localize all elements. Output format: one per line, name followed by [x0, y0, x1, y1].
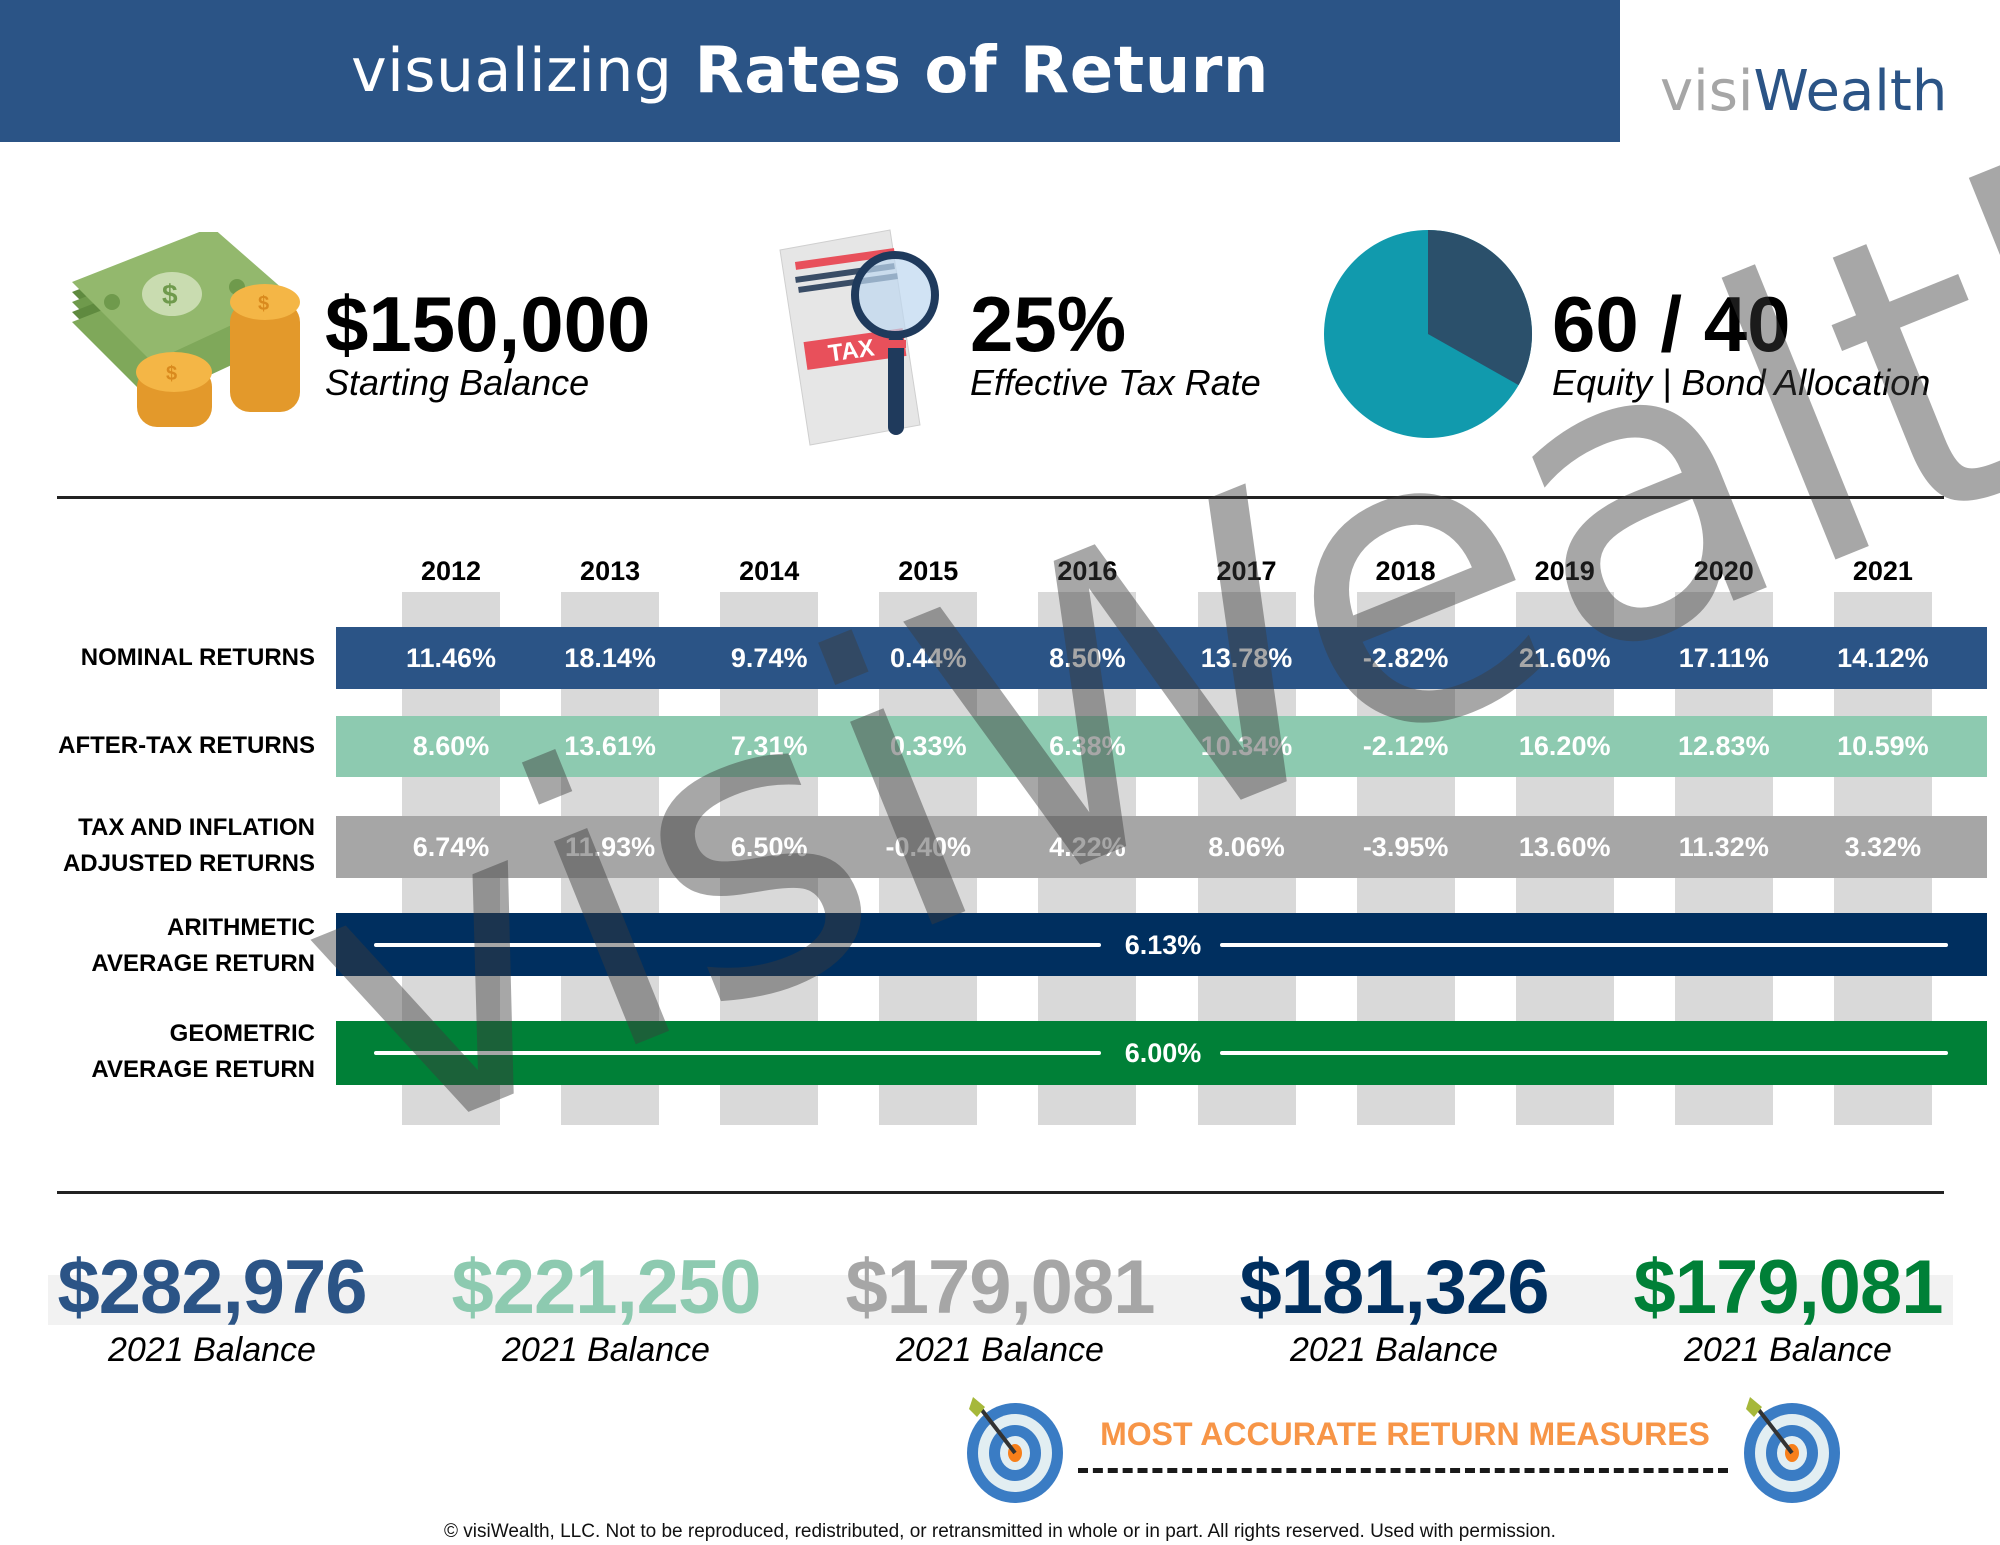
copyright-footer: © visiWealth, LLC. Not to be reproduced,… [444, 1521, 1556, 1542]
dashed-connector [1078, 1468, 1728, 1473]
balance-value: $282,976 [57, 1245, 368, 1330]
year-label: 2015 [898, 556, 959, 586]
balance-label: 2021 Balance [502, 1331, 710, 1369]
return-cell: 8.06% [1208, 832, 1285, 862]
return-cell: 9.74% [730, 643, 808, 673]
after-tax-returns-bar [336, 716, 1987, 777]
starting-balance-value: $150,000 [325, 280, 651, 368]
geometric-line-left [374, 1051, 1101, 1055]
tax-rate-value: 25% [970, 280, 1127, 368]
allocation-label: Equity | Bond Allocation [1552, 362, 1931, 403]
year-label: 2021 [1852, 556, 1913, 586]
balance-label: 2021 Balance [1290, 1331, 1498, 1369]
pie-chart-icon [1322, 228, 1534, 440]
year-label: 2016 [1057, 556, 1118, 586]
balance-value: $221,250 [451, 1245, 762, 1330]
tax-rate-label: Effective Tax Rate [970, 362, 1261, 403]
bottom-divider [57, 1191, 1944, 1194]
year-label: 2012 [420, 556, 482, 586]
balance-value: $181,326 [1239, 1245, 1550, 1330]
return-cell: 11.32% [1678, 832, 1769, 862]
return-cell: 3.32% [1844, 832, 1922, 862]
return-cell: 10.59% [1837, 731, 1929, 761]
year-label: 2019 [1534, 556, 1595, 586]
return-cell: 0.33% [890, 731, 967, 761]
return-cell: -2.82% [1362, 643, 1449, 673]
return-cell: 6.74% [412, 832, 490, 862]
target-icon-left [963, 1395, 1068, 1505]
balance-label: 2021 Balance [108, 1331, 316, 1369]
balance-band [48, 1275, 1953, 1325]
starting-balance-label: Starting Balance [325, 362, 590, 403]
svg-text:$: $ [162, 279, 178, 310]
return-cell: 12.83% [1678, 731, 1770, 761]
year-label: 2017 [1216, 556, 1277, 586]
header-band [0, 0, 1620, 142]
logo-part-visi: visi [1660, 59, 1754, 124]
return-cell: 17.11% [1678, 643, 1769, 673]
balance-label: 2021 Balance [1684, 1331, 1892, 1369]
year-label: 2014 [739, 556, 800, 586]
return-cell: 13.78% [1200, 643, 1293, 673]
title-main: Rates of Return [694, 34, 1269, 108]
target-icon-right [1740, 1395, 1845, 1505]
row-label-geometric-line1: GEOMETRIC [169, 1020, 315, 1047]
return-cell: 4.22% [1049, 832, 1126, 862]
return-cell: 7.31% [730, 731, 808, 761]
row-label-arithmetic-line1: ARITHMETIC [167, 914, 315, 941]
row-label-after-tax: AFTER-TAX RETURNS [58, 732, 315, 759]
return-cell: 11.46% [405, 643, 497, 673]
balance-value: $179,081 [1633, 1245, 1944, 1330]
return-cell: -2.12% [1362, 731, 1449, 761]
svg-text:$: $ [166, 363, 177, 385]
row-label-nominal: NOMINAL RETURNS [80, 644, 315, 671]
money-stack-coins-icon: $ $ $ [62, 227, 307, 432]
return-cell: 21.60% [1518, 643, 1611, 673]
tax-document-magnifier-icon: TAX [770, 225, 950, 450]
nominal-returns-bar [336, 627, 1987, 689]
tax-inflation-returns-bar [336, 816, 1987, 878]
year-label: 2020 [1693, 556, 1754, 586]
return-cell: 0.44% [890, 643, 967, 673]
svg-text:TAX: TAX [827, 334, 877, 367]
return-cell: -0.40% [885, 832, 972, 862]
row-label-geometric-line2: AVERAGE RETURN [91, 1056, 315, 1083]
row-label-arithmetic: ARITHMETIC AVERAGE RETURN [91, 910, 315, 982]
balance-value: $179,081 [845, 1245, 1156, 1330]
year-label: 2013 [580, 556, 641, 586]
most-accurate-label: MOST ACCURATE RETURN MEASURES [1100, 1416, 1710, 1452]
row-label-geometric: GEOMETRIC AVERAGE RETURN [91, 1016, 315, 1088]
return-cell: 13.60% [1518, 832, 1611, 862]
return-cell: 18.14% [564, 643, 656, 673]
return-cell: 16.20% [1518, 731, 1611, 761]
return-cell: 8.50% [1049, 643, 1126, 673]
return-cell: -3.95% [1362, 832, 1449, 862]
svg-text:$: $ [258, 293, 269, 315]
year-label: 2018 [1375, 556, 1436, 586]
return-cell: 13.61% [564, 731, 656, 761]
arithmetic-line-left [374, 943, 1101, 947]
title-prefix: visualizing [351, 36, 673, 106]
row-label-tax-inflation: TAX AND INFLATION ADJUSTED RETURNS [63, 810, 315, 882]
return-cell: 10.34% [1200, 731, 1293, 761]
arithmetic-line-right [1220, 943, 1948, 947]
return-cell: 6.38% [1049, 731, 1126, 761]
visiwealth-logo: visi Wealth [1660, 30, 1980, 120]
row-label-tax-inflation-line1: TAX AND INFLATION [78, 814, 315, 841]
row-label-tax-inflation-line2: ADJUSTED RETURNS [62, 850, 315, 877]
top-divider [57, 496, 1944, 499]
arithmetic-average-value: 6.13% [1124, 930, 1202, 960]
allocation-value: 60 / 40 [1552, 280, 1791, 368]
return-cell: 14.12% [1837, 643, 1929, 673]
page-title: visualizing Rates of Return [0, 0, 1620, 142]
geometric-average-value: 6.00% [1124, 1038, 1202, 1068]
logo-part-wealth: Wealth [1753, 59, 1948, 124]
return-cell: 11.93% [565, 832, 656, 862]
geometric-line-right [1220, 1051, 1948, 1055]
return-cell: 6.50% [730, 832, 808, 862]
balance-label: 2021 Balance [896, 1331, 1104, 1369]
row-label-arithmetic-line2: AVERAGE RETURN [91, 950, 315, 977]
return-cell: 8.60% [412, 731, 490, 761]
